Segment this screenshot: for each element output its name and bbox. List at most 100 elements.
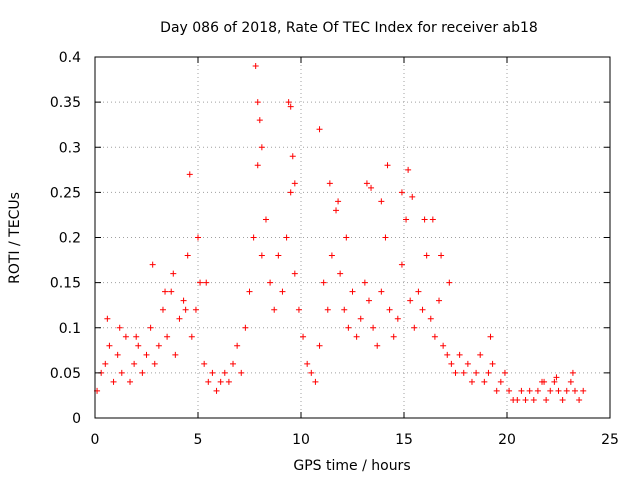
data-point (114, 351, 121, 358)
data-point (337, 270, 344, 277)
x-tick-label: 20 (498, 432, 516, 448)
data-point (427, 315, 434, 322)
x-tick-label: 0 (91, 432, 100, 448)
y-tick-label: 0.35 (50, 95, 81, 111)
y-tick-label: 0.25 (50, 185, 81, 201)
y-tick-label: 0.05 (50, 366, 81, 382)
data-point (363, 180, 370, 187)
data-point (341, 306, 348, 313)
x-tick-labels: 0 5 10 15 20 25 (91, 432, 619, 448)
data-point (343, 234, 350, 241)
data-point (258, 144, 265, 151)
data-point (312, 378, 319, 385)
y-tick-label: 0.15 (50, 276, 81, 292)
data-point (357, 315, 364, 322)
data-point (335, 198, 342, 205)
data-point (448, 360, 455, 367)
data-point (497, 378, 504, 385)
data-point (217, 378, 224, 385)
data-point (394, 315, 401, 322)
data-point (170, 270, 177, 277)
data-point (122, 333, 129, 340)
data-point (518, 387, 525, 394)
data-point (514, 396, 521, 403)
data-point (234, 342, 241, 349)
data-point (378, 288, 385, 295)
data-point (446, 279, 453, 286)
data-point (429, 216, 436, 223)
data-point (423, 252, 430, 259)
data-point (541, 378, 548, 385)
data-point (374, 342, 381, 349)
data-point (283, 234, 290, 241)
data-point (368, 184, 375, 191)
data-point (501, 369, 508, 376)
data-point (398, 189, 405, 196)
data-point (569, 369, 576, 376)
data-point (438, 252, 445, 259)
data-point (411, 324, 418, 331)
y-tick-label: 0 (72, 411, 81, 427)
data-point (460, 369, 467, 376)
data-point (485, 369, 492, 376)
data-point (384, 162, 391, 169)
data-point (135, 342, 142, 349)
data-point (543, 396, 550, 403)
data-point (308, 369, 315, 376)
data-point (155, 342, 162, 349)
data-point (139, 369, 146, 376)
data-point (238, 369, 245, 376)
data-point (489, 360, 496, 367)
data-point (225, 378, 232, 385)
data-point (398, 261, 405, 268)
data-point (349, 288, 356, 295)
data-point (209, 369, 216, 376)
data-point (295, 306, 302, 313)
data-point (188, 333, 195, 340)
data-point (256, 117, 263, 124)
data-point (186, 171, 193, 178)
x-tick-label: 5 (194, 432, 203, 448)
data-point (291, 270, 298, 277)
data-point (473, 369, 480, 376)
x-axis-title: GPS time / hours (293, 458, 410, 474)
data-point (172, 351, 179, 358)
data-point (530, 396, 537, 403)
data-point (201, 360, 208, 367)
data-point (444, 351, 451, 358)
data-point (353, 333, 360, 340)
x-tick-label: 10 (292, 432, 310, 448)
data-point (452, 369, 459, 376)
data-point (487, 333, 494, 340)
data-point (118, 369, 125, 376)
data-point (213, 387, 220, 394)
y-tick-labels: 0 0.05 0.1 0.15 0.2 0.25 0.3 0.35 0.4 (50, 50, 81, 427)
data-point (262, 216, 269, 223)
data-points (94, 63, 587, 403)
data-point (304, 360, 311, 367)
data-point (106, 342, 113, 349)
data-point (291, 180, 298, 187)
y-tick-label: 0.4 (59, 50, 81, 66)
data-point (254, 162, 261, 169)
data-point (386, 306, 393, 313)
data-point (254, 99, 261, 106)
data-point (205, 378, 212, 385)
axis-ticks (94, 56, 611, 419)
data-point (133, 333, 140, 340)
data-point (580, 387, 587, 394)
data-point (110, 378, 117, 385)
data-point (159, 306, 166, 313)
data-point (370, 324, 377, 331)
data-point (526, 387, 533, 394)
data-point (287, 103, 294, 110)
data-point (258, 252, 265, 259)
data-point (403, 216, 410, 223)
data-point (151, 360, 158, 367)
data-point (547, 387, 554, 394)
data-point (522, 396, 529, 403)
data-point (506, 387, 513, 394)
data-point (180, 297, 187, 304)
data-point (407, 297, 414, 304)
